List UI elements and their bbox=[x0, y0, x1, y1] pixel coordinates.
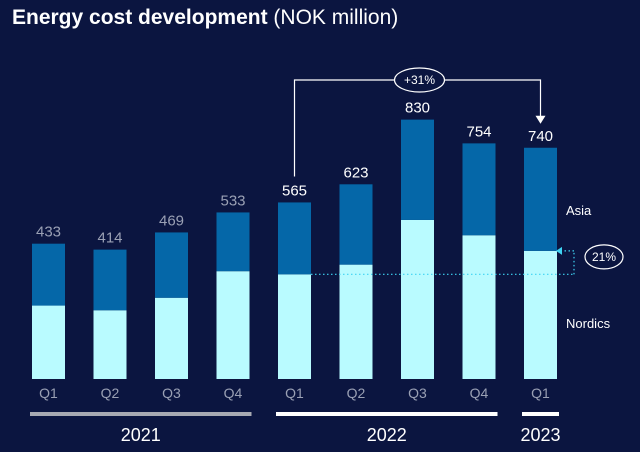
year-label-2021: 2021 bbox=[121, 425, 161, 445]
total-label-6: 830 bbox=[405, 100, 430, 117]
total-label-5: 623 bbox=[343, 164, 368, 181]
x-tick-label-1: Q2 bbox=[101, 385, 120, 401]
bar-asia-6 bbox=[401, 119, 434, 220]
bar-nordics-2 bbox=[155, 297, 188, 379]
title-main: Energy cost development bbox=[12, 6, 268, 29]
x-tick-label-2: Q3 bbox=[162, 385, 181, 401]
legend-nordics: Nordics bbox=[566, 316, 611, 331]
chart-title: Energy cost development (NOK million) bbox=[12, 6, 398, 30]
total-label-4: 565 bbox=[282, 182, 307, 199]
bar-nordics-1 bbox=[93, 310, 127, 379]
bar-nordics-6 bbox=[401, 219, 434, 379]
nordics-change-badge bbox=[584, 244, 624, 270]
x-tick-label-8: Q1 bbox=[531, 385, 550, 401]
total-label-2: 469 bbox=[159, 212, 184, 229]
bar-asia-4 bbox=[278, 202, 311, 275]
year-label-2023: 2023 bbox=[520, 425, 560, 445]
bar-asia-1 bbox=[93, 249, 127, 311]
total-label-8: 740 bbox=[528, 128, 553, 145]
bar-nordics-7 bbox=[462, 235, 496, 379]
year-bar-2022 bbox=[276, 412, 498, 416]
title-unit: (NOK million) bbox=[273, 6, 399, 29]
bar-asia-0 bbox=[32, 243, 65, 306]
total-label-3: 533 bbox=[220, 192, 245, 209]
bar-nordics-4 bbox=[278, 274, 311, 379]
bar-nordics-5 bbox=[339, 264, 373, 379]
bar-nordics-8 bbox=[524, 250, 557, 379]
bar-asia-5 bbox=[339, 184, 373, 265]
total-label-1: 414 bbox=[97, 230, 122, 247]
x-tick-label-3: Q4 bbox=[224, 385, 243, 401]
x-tick-label-4: Q1 bbox=[285, 385, 304, 401]
total-label-0: 433 bbox=[36, 224, 61, 241]
growth-badge-text: +31% bbox=[404, 73, 435, 87]
x-tick-label-6: Q3 bbox=[408, 385, 427, 401]
x-tick-label-0: Q1 bbox=[39, 385, 58, 401]
year-label-2022: 2022 bbox=[367, 425, 407, 445]
growth-badge bbox=[393, 67, 446, 93]
nordics-change-badge-text: 21% bbox=[592, 250, 616, 264]
year-bar-2023 bbox=[522, 412, 559, 416]
total-label-7: 754 bbox=[466, 123, 491, 140]
reference-arrow bbox=[556, 246, 562, 255]
year-bar-2021 bbox=[30, 412, 252, 416]
bar-asia-3 bbox=[216, 212, 250, 272]
x-tick-label-5: Q2 bbox=[347, 385, 366, 401]
bar-asia-2 bbox=[155, 232, 188, 298]
bar-nordics-3 bbox=[216, 271, 250, 379]
x-tick-label-7: Q4 bbox=[470, 385, 489, 401]
legend-asia: Asia bbox=[566, 203, 592, 218]
growth-bracket-arrow bbox=[535, 115, 546, 124]
bar-nordics-0 bbox=[32, 305, 65, 379]
bar-asia-7 bbox=[462, 143, 496, 236]
bar-asia-8 bbox=[524, 147, 557, 251]
